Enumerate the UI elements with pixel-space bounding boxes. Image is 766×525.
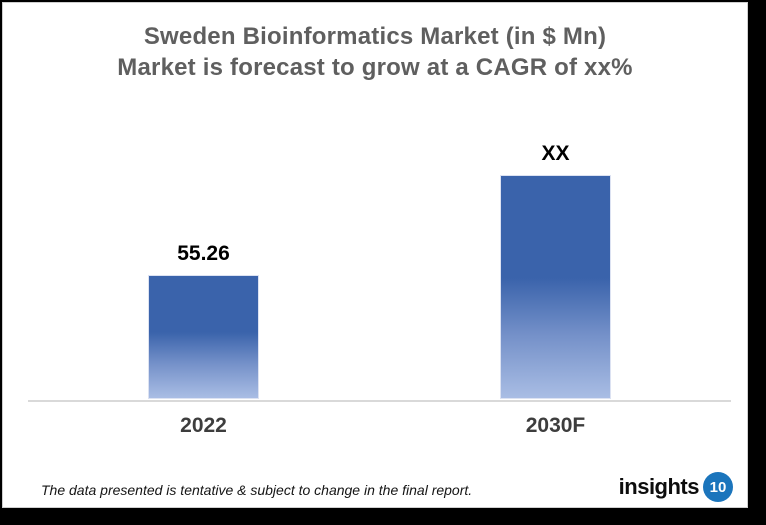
logo-wordmark: insights (618, 474, 700, 499)
bar-2022 (148, 275, 259, 399)
bar-value-label-2022: 55.26 (177, 242, 230, 265)
x-axis-label-2022: 2022 (180, 414, 227, 437)
logo-badge-10: 10 (703, 472, 733, 502)
bar-value-label-2030f: XX (541, 142, 570, 165)
bar-group-2022: 55.26 (148, 242, 259, 399)
chart-title-line-2: Market is forecast to grow at a CAGR of … (117, 54, 633, 81)
bar-2030f (500, 175, 611, 399)
x-axis-line (28, 400, 731, 402)
disclaimer-note: The data presented is tentative & subjec… (41, 482, 473, 498)
x-axis-label-2030f: 2030F (525, 414, 586, 437)
chart-title: Sweden Bioinformatics Market (in $ Mn) M… (3, 21, 747, 83)
chart-panel: Sweden Bioinformatics Market (in $ Mn) M… (2, 2, 748, 508)
chart-title-line-1: Sweden Bioinformatics Market (in $ Mn) (143, 23, 607, 50)
bar-group-2030f: XX (500, 142, 611, 399)
insights10-logo: insights 10 (619, 472, 733, 502)
